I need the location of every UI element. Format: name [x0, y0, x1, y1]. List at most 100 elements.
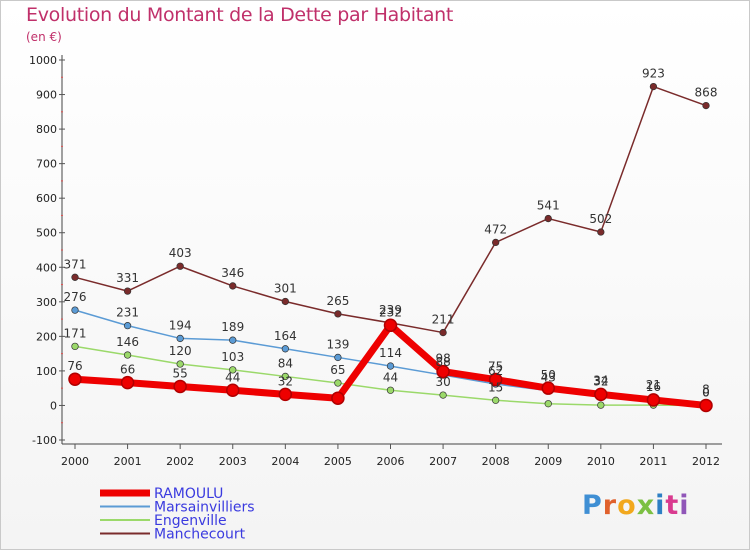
data-label: 44 — [383, 370, 398, 384]
data-label: 164 — [274, 329, 297, 343]
data-label: 371 — [64, 257, 87, 271]
data-point — [439, 328, 447, 337]
y-tick-label: 300 — [36, 296, 57, 309]
data-point — [226, 383, 240, 398]
data-point — [71, 273, 79, 281]
data-label: 331 — [116, 271, 139, 285]
x-tick-label: 2007 — [429, 455, 457, 468]
data-point — [383, 318, 398, 333]
x-tick-label: 2012 — [692, 455, 720, 468]
data-point — [123, 287, 132, 295]
data-label: 103 — [221, 350, 244, 364]
x-tick-label: 2003 — [219, 455, 247, 468]
y-tick-label: 700 — [36, 158, 57, 171]
data-point — [281, 345, 289, 353]
legend-label: Manchecourt — [154, 527, 246, 543]
data-point — [594, 387, 608, 402]
data-point — [71, 306, 79, 314]
data-point — [702, 101, 710, 110]
data-label: 84 — [278, 356, 293, 370]
y-tick-label: 900 — [36, 89, 57, 102]
data-label: 232 — [379, 305, 402, 319]
data-label: 114 — [379, 346, 402, 360]
data-label: 502 — [589, 212, 612, 226]
data-point — [649, 82, 658, 91]
data-point — [492, 396, 500, 404]
data-label: 171 — [64, 326, 87, 340]
x-tick-label: 2008 — [482, 455, 510, 468]
y-tick-label: 400 — [36, 261, 57, 274]
data-point — [439, 391, 447, 399]
x-tick-label: 2010 — [587, 455, 615, 468]
proxiti-logo: Proxiti — [582, 490, 690, 521]
data-label: 265 — [326, 294, 349, 308]
data-point — [123, 322, 132, 330]
data-point — [646, 393, 661, 407]
x-tick-label: 2001 — [114, 455, 142, 468]
data-label: 43 — [541, 371, 556, 385]
y-tick-label: 800 — [36, 123, 57, 136]
y-tick-label: 500 — [36, 227, 57, 240]
data-label: 189 — [221, 320, 244, 334]
data-label: 868 — [695, 86, 718, 100]
data-label: 62 — [488, 364, 503, 378]
data-point — [68, 372, 82, 386]
data-label: 346 — [221, 266, 244, 280]
data-label: 276 — [64, 290, 87, 304]
data-point — [120, 375, 135, 390]
legend-label: Engenville — [154, 513, 227, 529]
data-label: 88 — [435, 355, 450, 369]
data-label: 923 — [642, 67, 665, 81]
data-label: 8 — [702, 383, 710, 397]
data-label: 65 — [330, 363, 345, 377]
data-point — [492, 238, 500, 247]
data-label: 76 — [67, 359, 82, 373]
data-point — [386, 386, 395, 394]
data-point — [488, 372, 503, 387]
data-label: 472 — [484, 222, 507, 236]
y-tick-label: -100 — [32, 434, 57, 447]
x-tick-label: 2004 — [271, 455, 299, 468]
data-label: 98 — [435, 352, 450, 366]
series-line — [74, 85, 707, 334]
data-point — [229, 282, 237, 290]
data-point — [334, 310, 342, 318]
data-label: 30 — [435, 375, 450, 389]
data-label: 139 — [326, 337, 349, 351]
data-point — [176, 360, 184, 368]
data-point — [334, 353, 342, 362]
x-tick-label: 2009 — [534, 455, 562, 468]
data-label: 75 — [488, 360, 503, 374]
x-tick-label: 2000 — [61, 455, 89, 468]
data-point — [281, 297, 289, 306]
data-point — [597, 228, 605, 236]
data-label: 239 — [379, 303, 402, 317]
data-label: 66 — [120, 363, 135, 377]
data-point — [71, 342, 79, 351]
data-label: 16 — [646, 380, 661, 394]
data-point — [173, 379, 187, 394]
y-tick-label: 0 — [50, 399, 57, 412]
x-tick-label: 2005 — [324, 455, 352, 468]
x-tick-label: 2002 — [166, 455, 194, 468]
data-label: 194 — [169, 318, 192, 332]
data-label: 301 — [274, 281, 297, 295]
data-point — [436, 364, 450, 379]
data-label: 34 — [593, 374, 608, 388]
y-tick-label: 100 — [36, 365, 57, 378]
chart-title: Evolution du Montant de la Dette par Hab… — [26, 4, 454, 26]
chart-subtitle: (en €) — [26, 30, 62, 44]
data-label: 15 — [488, 380, 503, 394]
data-point — [176, 262, 184, 270]
data-label: 44 — [225, 370, 240, 384]
data-point — [281, 372, 289, 381]
data-point — [229, 336, 237, 344]
data-point — [699, 398, 713, 413]
legend-label: Marsainvilliers — [154, 500, 255, 516]
data-label: 0 — [702, 385, 710, 399]
data-point — [541, 381, 555, 395]
data-label: 21 — [646, 378, 661, 392]
data-label: 211 — [432, 313, 455, 327]
